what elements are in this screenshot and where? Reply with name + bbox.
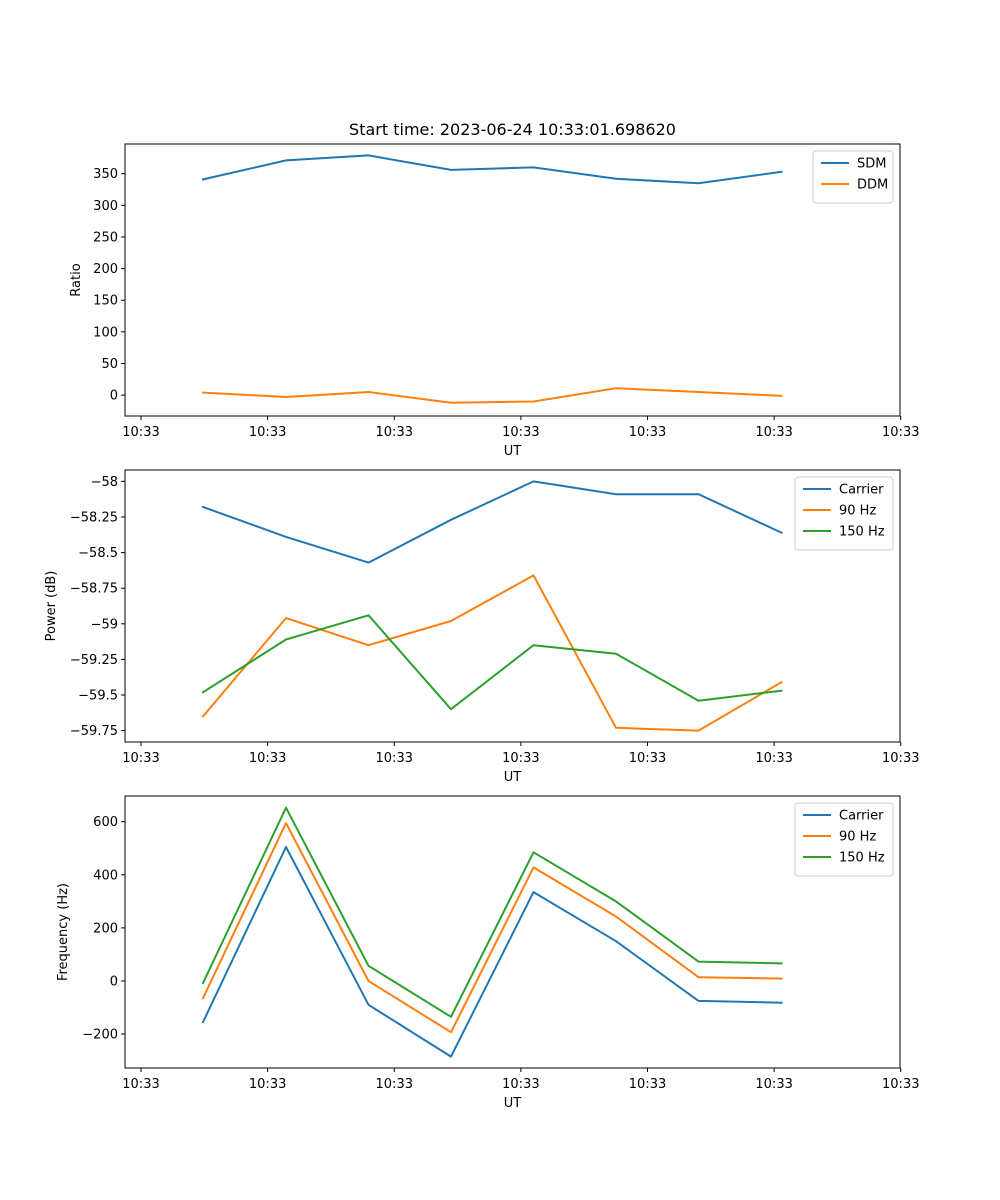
- series-line-150-hz: [201, 614, 783, 711]
- y-tick-label: −59: [91, 617, 118, 632]
- y-tick-label: 350: [93, 167, 118, 182]
- x-tick-label: 10:33: [755, 425, 792, 440]
- x-tick-label: 10:33: [882, 751, 919, 766]
- x-tick-label: 10:33: [882, 1077, 919, 1092]
- y-tick-label: 400: [93, 868, 118, 883]
- y-tick-label: −58.75: [70, 582, 118, 597]
- x-tick-label: 10:33: [755, 751, 792, 766]
- chart-panel-2: 10:3310:3310:3310:3310:3310:3310:3310:34…: [44, 469, 919, 785]
- x-tick-label: 10:33: [755, 1077, 792, 1092]
- y-tick-label: 50: [101, 357, 118, 372]
- y-tick-label: −59.75: [70, 724, 118, 739]
- series-line-sdm: [201, 154, 783, 185]
- x-tick-label: 10:33: [502, 1077, 539, 1092]
- y-tick-label: 0: [110, 389, 118, 404]
- plot-frame: [124, 143, 901, 417]
- y-axis-label: Power (dB): [44, 571, 59, 642]
- legend-entry: 90 Hz: [839, 504, 876, 519]
- x-tick-label: 10:33: [376, 425, 413, 440]
- y-axis-label: Ratio: [69, 263, 84, 296]
- y-tick-label: 150: [93, 294, 118, 309]
- y-tick-label: −58.25: [70, 510, 118, 525]
- y-tick-label: 100: [93, 325, 118, 340]
- series-line-carrier: [201, 480, 783, 564]
- legend: Carrier 90 Hz 150 Hz: [794, 476, 894, 551]
- x-tick-label: 10:33: [249, 751, 286, 766]
- x-tick-label: 10:33: [629, 751, 666, 766]
- y-tick-label: 200: [93, 921, 118, 936]
- series-line-90-hz: [201, 822, 783, 1034]
- y-tick-label: −200: [82, 1028, 118, 1043]
- plot-frame: [124, 795, 901, 1069]
- y-axis-label: Frequency (Hz): [56, 883, 71, 981]
- x-tick-label: 10:33: [502, 751, 539, 766]
- y-tick-label: −58.5: [78, 546, 118, 561]
- legend: Carrier 90 Hz 150 Hz: [794, 802, 894, 877]
- y-tick-label: 600: [93, 815, 118, 830]
- legend-entry: 90 Hz: [839, 830, 876, 845]
- x-tick-label: 10:33: [376, 751, 413, 766]
- y-tick-label: 200: [93, 262, 118, 277]
- plot-frame: [124, 469, 901, 743]
- x-tick-label: 10:33: [249, 1077, 286, 1092]
- legend: SDM DDM: [812, 150, 894, 204]
- x-tick-label: 10:33: [376, 1077, 413, 1092]
- x-tick-label: 10:33: [629, 1077, 666, 1092]
- figure-title: Start time: 2023-06-24 10:33:01.698620: [349, 120, 676, 139]
- y-tick-label: −59.5: [78, 689, 118, 704]
- legend-entry: Carrier: [839, 483, 884, 498]
- x-tick-label: 10:33: [249, 425, 286, 440]
- x-tick-label: 10:33: [502, 425, 539, 440]
- y-tick-label: −58: [91, 475, 118, 490]
- legend-entry: DDM: [857, 178, 888, 193]
- x-tick-label: 10:33: [629, 425, 666, 440]
- series-line-90-hz: [201, 574, 783, 732]
- legend-entry: SDM: [857, 157, 886, 172]
- chart-panel-3: 10:3310:3310:3310:3310:3310:3310:3310:34…: [56, 795, 919, 1111]
- x-tick-label: 10:33: [882, 425, 919, 440]
- legend-entry: Carrier: [839, 809, 884, 824]
- x-axis-label: UT: [504, 444, 522, 459]
- x-tick-label: 10:33: [122, 751, 159, 766]
- series-line-ddm: [201, 387, 783, 404]
- legend-entry: 150 Hz: [839, 525, 885, 540]
- y-tick-label: 250: [93, 230, 118, 245]
- series-line-carrier: [201, 846, 783, 1058]
- legend-entry: 150 Hz: [839, 851, 885, 866]
- x-axis-label: UT: [504, 1096, 522, 1111]
- x-tick-label: 10:33: [122, 1077, 159, 1092]
- y-tick-label: −59.25: [70, 653, 118, 668]
- y-tick-label: 300: [93, 199, 118, 214]
- y-tick-label: 0: [110, 974, 118, 989]
- x-axis-label: UT: [504, 770, 522, 785]
- x-tick-label: 10:33: [122, 425, 159, 440]
- chart-panel-1: 10:3310:3310:3310:3310:3310:3310:3310:34…: [69, 143, 919, 459]
- series-line-150-hz: [201, 806, 783, 1018]
